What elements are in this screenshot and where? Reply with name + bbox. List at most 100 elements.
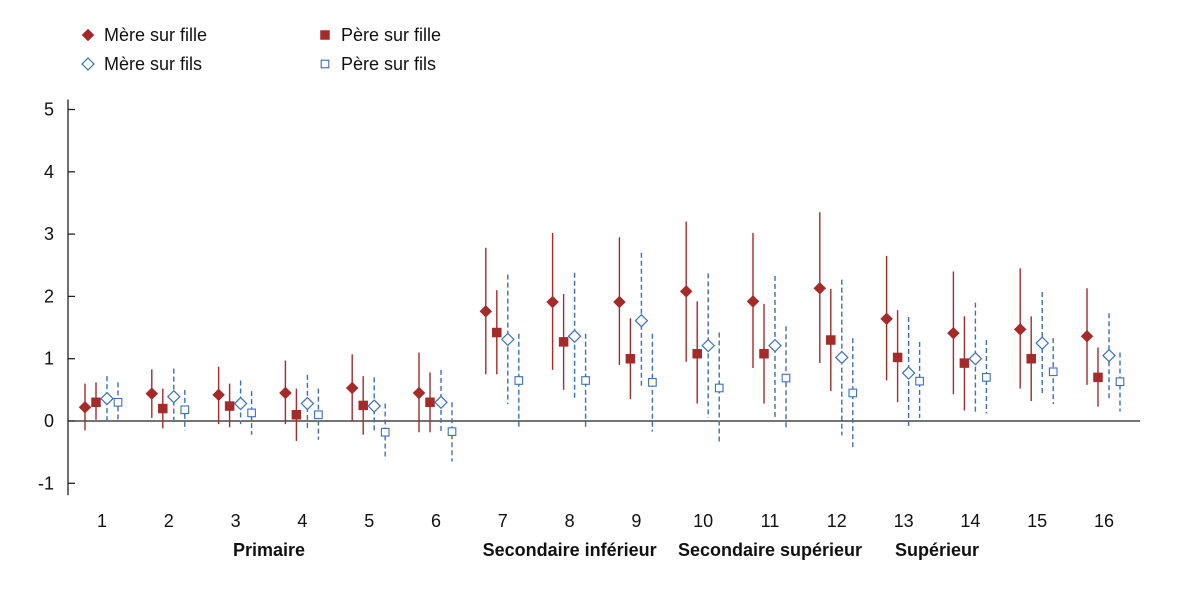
data-point: [714, 383, 724, 393]
data-point: [1093, 372, 1103, 383]
y-tick-label: 2: [44, 286, 54, 306]
data-point: [813, 281, 827, 295]
data-point: [759, 348, 769, 359]
data-point: [1115, 377, 1125, 387]
data-point: [768, 338, 782, 353]
x-tick-label: 15: [1027, 511, 1047, 531]
error-bars: [84, 212, 1121, 462]
data-point: [166, 389, 181, 404]
data-point: [625, 353, 636, 364]
y-tick-label: 4: [44, 162, 54, 182]
data-point: [224, 401, 235, 411]
data-point: [679, 285, 693, 298]
data-point: [314, 410, 323, 420]
y-axis: -1 0 1 2 3 4 5: [38, 99, 75, 496]
data-point: [915, 376, 924, 386]
x-tick-label: 7: [498, 511, 508, 531]
data-point: [880, 312, 893, 326]
x-tick-label: 5: [364, 511, 374, 531]
data-point: [434, 395, 448, 410]
data-point: [834, 350, 849, 365]
data-point: [91, 397, 101, 408]
legend-label: Père sur fils: [341, 54, 436, 74]
x-axis: 1 2 3 4 5 6 7 8 9 10 11 12 13 14 15 16: [97, 511, 1114, 531]
data-point: [300, 396, 315, 411]
x-tick-label: 11: [761, 511, 780, 531]
data-point: [100, 391, 114, 406]
markers: [78, 281, 1125, 437]
x-tick-label: 14: [960, 511, 980, 531]
data-point: [1080, 329, 1094, 343]
x-tick-label: 6: [431, 511, 441, 531]
x-tick-label: 2: [164, 511, 174, 531]
data-point: [492, 327, 502, 338]
x-tick-label: 9: [631, 511, 641, 531]
data-point: [345, 381, 359, 395]
legend-label: Mère sur fils: [104, 54, 202, 74]
y-tick-label: 1: [44, 349, 54, 369]
data-point: [848, 388, 858, 398]
data-point: [233, 396, 248, 411]
legend-marker: [320, 30, 330, 40]
data-point: [613, 295, 626, 309]
data-point: [158, 403, 168, 414]
legend-marker: [81, 28, 95, 42]
legend-label: Père sur fille: [341, 25, 441, 45]
data-point: [367, 399, 382, 413]
data-point: [78, 400, 92, 414]
group-label: Supérieur: [895, 540, 979, 560]
data-point: [634, 313, 649, 328]
data-point: [291, 410, 302, 420]
x-tick-label: 4: [297, 511, 307, 531]
data-point: [947, 326, 960, 340]
data-point: [514, 376, 524, 385]
data-point: [558, 337, 569, 347]
legend-item: Père sur fils: [320, 54, 436, 74]
y-tick-label: 3: [44, 224, 54, 244]
legend-item: Père sur fille: [320, 25, 441, 45]
data-point: [546, 295, 559, 309]
data-point: [1048, 367, 1058, 377]
data-point: [358, 400, 368, 411]
legend-item: Mère sur fils: [81, 54, 202, 74]
data-point: [412, 386, 426, 400]
x-tick-label: 1: [97, 511, 107, 531]
data-point: [692, 348, 702, 359]
x-tick-label: 8: [565, 511, 575, 531]
data-point: [447, 427, 457, 436]
y-tick-label: 0: [44, 411, 54, 431]
legend: Mère sur fille Père sur fille Mère sur fil…: [81, 25, 441, 74]
data-point: [982, 373, 991, 382]
data-point: [968, 351, 983, 366]
group-label: Primaire: [233, 540, 305, 560]
y-tick-label: -1: [38, 473, 54, 493]
data-point: [1013, 323, 1027, 336]
data-point: [180, 405, 190, 415]
data-point: [892, 352, 903, 363]
data-point: [826, 335, 836, 345]
data-point: [113, 397, 123, 407]
data-point: [701, 338, 716, 353]
data-point: [1102, 348, 1116, 363]
group-labels: Primaire Secondaire inférieur Secondaire s…: [233, 540, 979, 560]
data-point: [212, 388, 225, 402]
data-point: [1035, 336, 1050, 350]
data-point: [500, 332, 515, 347]
x-tick-label: 10: [693, 511, 713, 531]
data-point: [567, 329, 582, 344]
data-point: [746, 295, 760, 308]
x-tick-label: 3: [231, 511, 241, 531]
legend-label: Mère sur fille: [104, 25, 207, 45]
legend-item: Mère sur fille: [81, 25, 207, 45]
data-point: [425, 397, 435, 408]
data-point: [479, 304, 493, 318]
data-point: [380, 427, 390, 437]
legend-marker: [320, 59, 330, 69]
y-tick-label: 5: [44, 100, 54, 120]
data-point: [279, 386, 292, 400]
data-point: [648, 378, 657, 387]
data-point: [901, 366, 916, 380]
data-point: [959, 358, 970, 368]
data-point: [145, 387, 159, 400]
